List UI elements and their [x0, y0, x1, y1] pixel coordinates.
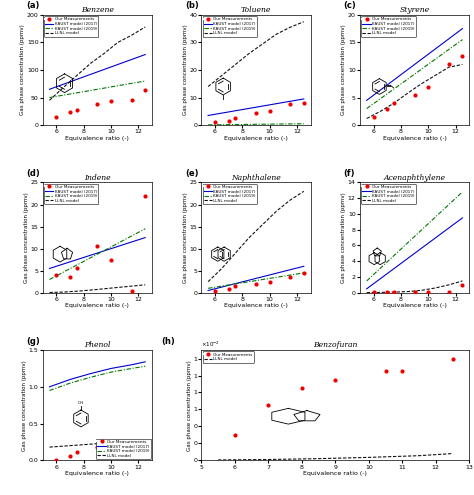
Point	[383, 104, 391, 112]
X-axis label: Equivalence ratio (-): Equivalence ratio (-)	[383, 136, 447, 141]
Text: (a): (a)	[26, 1, 40, 10]
Point	[66, 108, 74, 116]
Point	[53, 113, 60, 121]
Point	[128, 96, 136, 104]
Point	[66, 452, 74, 460]
Point	[266, 107, 273, 115]
Legend: Our Measurements, KAUST model (2017), KAUST model (2019), LLNL model: Our Measurements, KAUST model (2017), KA…	[44, 184, 99, 204]
Point	[399, 367, 406, 375]
Point	[73, 106, 81, 114]
Point	[93, 100, 101, 108]
Point	[445, 288, 453, 296]
Point	[449, 354, 456, 362]
X-axis label: Equivalence ratio (-): Equivalence ratio (-)	[224, 303, 288, 308]
Text: (e): (e)	[185, 169, 198, 178]
X-axis label: Equivalence ratio (-): Equivalence ratio (-)	[303, 471, 367, 476]
Point	[211, 287, 219, 295]
Y-axis label: Gas phase concentration (ppmv): Gas phase concentration (ppmv)	[341, 192, 346, 283]
Title: Styrene: Styrene	[400, 6, 429, 14]
Legend: Our Measurements, LLNL model: Our Measurements, LLNL model	[202, 351, 254, 362]
Text: (c): (c)	[344, 1, 356, 10]
Legend: Our Measurements, KAUST model (2017), KAUST model (2019), LLNL model: Our Measurements, KAUST model (2017), KA…	[44, 16, 99, 37]
Point	[231, 431, 238, 439]
Point	[107, 440, 115, 448]
Point	[370, 113, 377, 121]
Point	[390, 99, 398, 107]
X-axis label: Equivalence ratio (-): Equivalence ratio (-)	[383, 303, 447, 308]
Legend: Our Measurements, KAUST model (2017), KAUST model (2019), LLNL model: Our Measurements, KAUST model (2017), KA…	[202, 184, 257, 204]
Text: (d): (d)	[26, 169, 40, 178]
Point	[128, 446, 136, 453]
Title: Toluene: Toluene	[241, 6, 271, 14]
Point	[107, 97, 115, 105]
Title: Naphthalene: Naphthalene	[231, 174, 281, 182]
Point	[252, 280, 260, 288]
Text: (f): (f)	[344, 169, 355, 178]
Y-axis label: Gas phase concentration (ppmv): Gas phase concentration (ppmv)	[341, 25, 346, 115]
X-axis label: Equivalence ratio (-): Equivalence ratio (-)	[65, 471, 129, 476]
Point	[459, 281, 466, 289]
Text: (b): (b)	[185, 1, 199, 10]
Text: $\times10^{-2}$: $\times10^{-2}$	[201, 340, 220, 349]
Text: OH: OH	[78, 401, 84, 405]
Point	[225, 117, 232, 125]
Point	[383, 289, 391, 297]
Point	[252, 109, 260, 117]
Point	[211, 118, 219, 126]
X-axis label: Equivalence ratio (-): Equivalence ratio (-)	[65, 303, 129, 308]
Title: Phenol: Phenol	[84, 341, 110, 349]
Point	[459, 52, 466, 60]
Point	[232, 282, 239, 290]
Point	[107, 256, 115, 264]
Legend: Our Measurements, KAUST model (2017), KAUST model (2019), LLNL model: Our Measurements, KAUST model (2017), KA…	[361, 16, 416, 37]
Point	[73, 447, 81, 455]
Point	[266, 278, 273, 286]
Point	[424, 288, 432, 296]
Point	[298, 384, 306, 392]
Text: (g): (g)	[26, 337, 40, 346]
Legend: Our Measurements, KAUST model (2017), KAUST model (2019), LLNL model: Our Measurements, KAUST model (2017), KA…	[361, 184, 416, 204]
Point	[331, 376, 339, 384]
Point	[53, 456, 60, 464]
Point	[382, 367, 389, 375]
Y-axis label: Gas phase concentration (ppmv): Gas phase concentration (ppmv)	[187, 360, 192, 450]
Text: (h): (h)	[161, 337, 175, 346]
Point	[286, 100, 294, 108]
Y-axis label: Gas phase concentration (ppmv): Gas phase concentration (ppmv)	[24, 192, 29, 283]
Point	[128, 287, 136, 295]
Point	[411, 288, 419, 296]
Point	[390, 289, 398, 297]
Point	[66, 273, 74, 281]
Title: Benzofuran: Benzofuran	[313, 341, 357, 349]
Y-axis label: Gas phase concentration (ppmv): Gas phase concentration (ppmv)	[183, 25, 188, 115]
Title: Indene: Indene	[84, 174, 110, 182]
Point	[141, 192, 149, 199]
Title: Acenaphthylene: Acenaphthylene	[383, 174, 446, 182]
Point	[141, 440, 149, 448]
Y-axis label: Gas phase concentration (ppmv): Gas phase concentration (ppmv)	[20, 25, 25, 115]
Y-axis label: Gas phase concentration (ppmv): Gas phase concentration (ppmv)	[22, 360, 27, 450]
Point	[424, 83, 432, 91]
Point	[370, 289, 377, 297]
Point	[73, 264, 81, 272]
Point	[232, 114, 239, 122]
X-axis label: Equivalence ratio (-): Equivalence ratio (-)	[65, 136, 129, 141]
X-axis label: Equivalence ratio (-): Equivalence ratio (-)	[224, 136, 288, 141]
Point	[286, 273, 294, 281]
Y-axis label: Gas phase concentration (ppmv): Gas phase concentration (ppmv)	[183, 192, 188, 283]
Legend: Our Measurements, KAUST model (2017), KAUST model (2019), LLNL model: Our Measurements, KAUST model (2017), KA…	[202, 16, 257, 37]
Point	[53, 271, 60, 279]
Point	[93, 243, 101, 250]
Point	[300, 99, 308, 107]
Point	[445, 60, 453, 68]
Title: Benzene: Benzene	[81, 6, 114, 14]
Legend: Our Measurements, KAUST model (2017), KAUST model (2019), LLNL model: Our Measurements, KAUST model (2017), KA…	[96, 439, 151, 459]
Point	[141, 86, 149, 94]
Point	[264, 401, 272, 409]
Point	[225, 285, 232, 293]
Point	[300, 269, 308, 277]
Point	[93, 443, 101, 451]
Point	[411, 91, 419, 99]
